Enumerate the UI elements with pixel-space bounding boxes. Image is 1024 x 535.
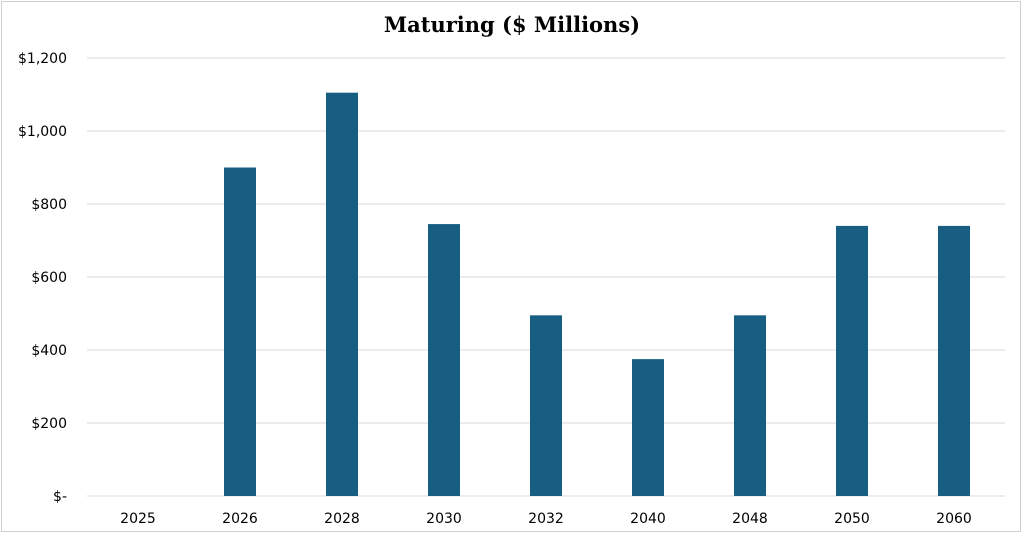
bar-2048 xyxy=(734,315,766,496)
y-tick-label: $600 xyxy=(31,270,67,286)
bar-2060 xyxy=(938,225,970,496)
x-tick-label: 2025 xyxy=(120,511,156,527)
y-tick-label: $200 xyxy=(31,416,67,432)
chart-title: Maturing ($ Millions) xyxy=(383,12,641,37)
y-tick-label: $400 xyxy=(31,343,67,359)
x-tick-label: 2026 xyxy=(222,511,258,527)
bar-2032 xyxy=(530,315,562,496)
x-tick-label: 2030 xyxy=(426,511,462,527)
x-tick-label: 2028 xyxy=(324,511,360,527)
y-tick-label: $1,000 xyxy=(18,124,67,140)
x-tick-label: 2060 xyxy=(936,511,972,527)
y-tick-label: $800 xyxy=(31,197,67,213)
x-tick-label: 2040 xyxy=(630,511,666,527)
y-axis-ticks: $- $200 $400 $600 $800 $1,000 $1,200 xyxy=(18,51,67,505)
bar-2026 xyxy=(224,167,256,496)
bar-2030 xyxy=(428,224,460,496)
x-tick-label: 2032 xyxy=(528,511,564,527)
bar-2040 xyxy=(632,359,664,496)
y-tick-label: $- xyxy=(53,489,67,505)
x-tick-label: 2048 xyxy=(732,511,768,527)
bars xyxy=(224,92,970,497)
bar-2028 xyxy=(326,92,358,497)
bar-2050 xyxy=(836,225,868,496)
x-axis-ticks: 2025 2026 2028 2030 2032 2040 2048 2050 2060 xyxy=(120,511,972,527)
y-tick-label: $1,200 xyxy=(18,51,67,67)
x-tick-label: 2050 xyxy=(834,511,870,527)
